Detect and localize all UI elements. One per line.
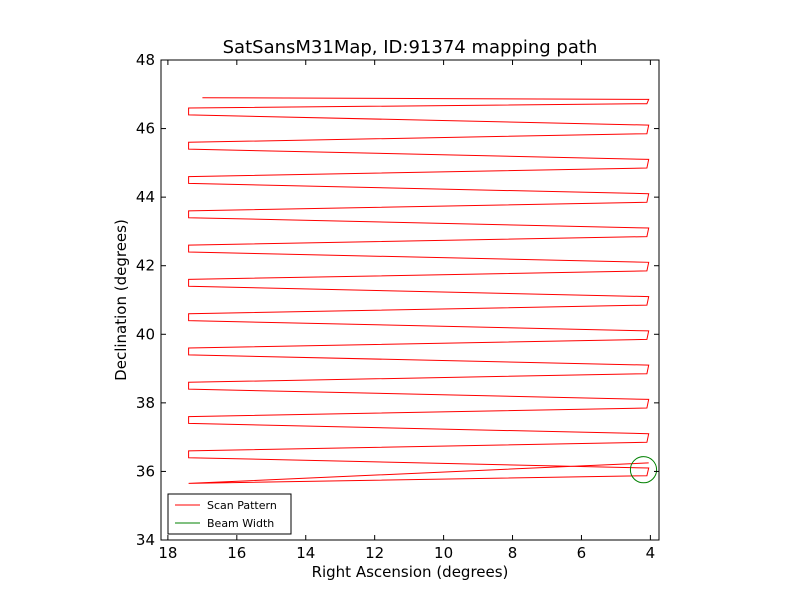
x-tick-label: 10 [434, 544, 453, 562]
legend: Scan Pattern Beam Width [167, 493, 292, 535]
x-tick-label: 4 [646, 544, 656, 562]
y-tick-label: 34 [136, 531, 155, 549]
y-axis-label: Declination (degrees) [112, 219, 130, 381]
scan-pattern-line [188, 97, 650, 484]
y-tick-label: 42 [136, 257, 155, 275]
x-tick-label: 12 [365, 544, 384, 562]
chart-title: SatSansM31Map, ID:91374 mapping path [223, 37, 598, 58]
x-tick-label: 8 [508, 544, 518, 562]
beam-width-series [629, 456, 658, 484]
x-axis-ticks: 18 16 14 12 10 8 6 4 [158, 60, 655, 562]
y-tick-label: 48 [136, 51, 155, 69]
y-tick-label: 40 [136, 325, 155, 343]
y-tick-label: 38 [136, 394, 155, 412]
y-tick-label: 36 [136, 462, 155, 480]
legend-label-scan-pattern: Scan Pattern [207, 499, 277, 512]
plot-frame [160, 59, 660, 541]
y-axis-ticks: 34 36 38 40 42 44 46 48 [136, 51, 659, 549]
y-tick-label: 44 [136, 188, 155, 206]
y-tick-label: 46 [136, 120, 155, 138]
scan-pattern-series [188, 97, 650, 484]
x-tick-label: 6 [577, 544, 587, 562]
x-axis-label: Right Ascension (degrees) [312, 563, 509, 581]
legend-box [167, 493, 292, 535]
x-tick-label: 18 [158, 544, 177, 562]
x-tick-label: 16 [227, 544, 246, 562]
legend-label-beam-width: Beam Width [207, 517, 274, 530]
x-tick-label: 14 [296, 544, 315, 562]
beam-width-circle [629, 456, 658, 484]
